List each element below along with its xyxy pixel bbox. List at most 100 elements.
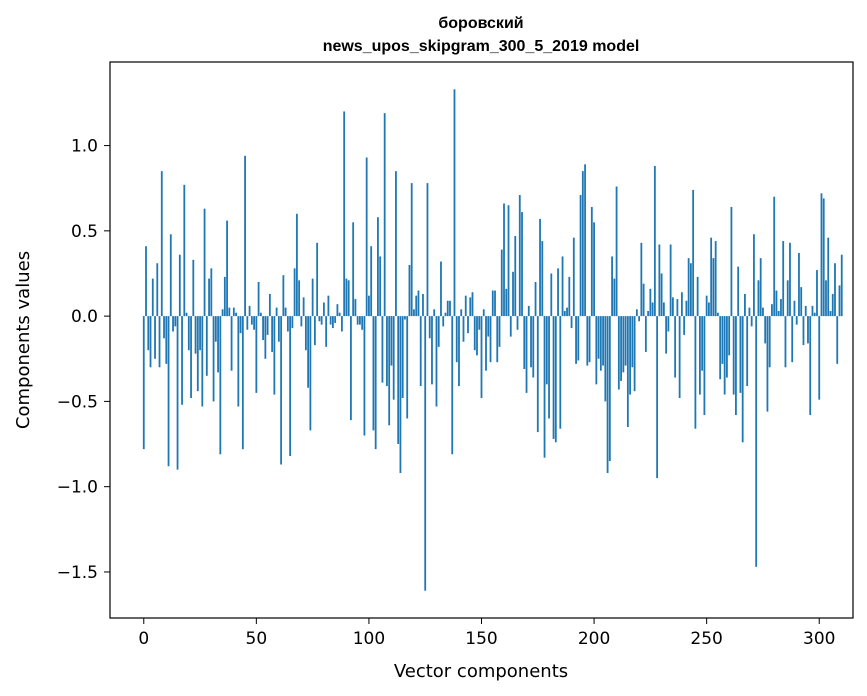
bar-48 [250,316,253,325]
bar-117 [406,316,409,419]
bar-21 [190,316,192,398]
bar-217 [631,316,634,368]
bar-194 [579,195,582,317]
bar-199 [590,206,593,317]
bar-139 [455,316,458,363]
bar-174 [534,282,537,317]
bar-40 [232,307,235,317]
bar-23 [194,316,197,354]
bar-121 [415,295,418,317]
bar-130 [435,316,438,407]
bar-253 [712,258,715,317]
bar-111 [392,316,395,400]
bar-179 [545,316,548,385]
bar-290 [795,316,798,325]
bar-146 [471,292,474,317]
bar-258 [723,316,726,395]
bar-105 [379,256,382,317]
bar-271 [753,234,755,317]
bar-291 [798,253,800,317]
bar-241 [685,300,688,317]
bar-286 [786,280,789,317]
bar-119 [410,183,413,317]
bar-167 [518,195,521,317]
chart-subtitle: news_upos_skipgram_300_5_2019 model [323,38,640,55]
bar-137 [451,316,454,455]
x-axis-label: Vector components [394,661,568,682]
bar-216 [629,316,631,395]
bar-114 [399,316,402,474]
bar-259 [726,316,728,378]
bar-170 [525,316,528,393]
bar-71 [302,297,305,317]
bar-275 [762,307,764,317]
x-tick-label: 200 [578,629,610,649]
bar-273 [757,280,760,317]
bar-11 [167,316,170,467]
bar-201 [595,316,598,385]
bar-57 [271,316,274,352]
bar-103 [374,316,377,450]
bar-197 [586,316,589,366]
bar-303 [825,280,827,317]
bar-49 [253,316,255,330]
bar-277 [766,316,769,412]
bar-series [142,89,843,591]
bar-118 [408,264,411,317]
bar-285 [784,316,787,368]
bar-267 [744,293,746,317]
bar-246 [696,276,699,317]
bar-3 [149,316,152,368]
bar-35 [221,309,224,317]
bar-164 [512,271,514,317]
bar-53 [262,316,264,340]
bar-29 [208,278,210,317]
bar-255 [717,312,719,317]
bar-13 [172,316,174,332]
bar-106 [381,316,384,383]
bar-97 [361,316,364,330]
bar-10 [165,316,168,364]
bar-142 [462,316,465,342]
bar-99 [365,157,368,317]
bar-211 [617,316,620,390]
bar-280 [773,196,776,317]
bar-165 [514,235,517,317]
bar-296 [809,316,812,416]
plot-frame [109,61,854,619]
y-tick-label: 1.0 [71,137,98,157]
bar-135 [446,300,449,317]
bar-233 [667,316,670,332]
bar-209 [613,278,616,317]
bar-204 [602,316,604,366]
bar-205 [604,316,607,402]
bar-107 [383,113,386,317]
bar-50 [255,316,258,393]
bar-39 [230,316,233,371]
bar-178 [543,316,546,458]
bar-257 [721,316,724,364]
bar-298 [813,312,816,317]
bar-153 [487,316,490,337]
bar-256 [719,316,722,380]
bar-84 [332,316,334,329]
bar-288 [791,316,794,363]
bar-148 [476,316,478,356]
bar-74 [309,316,312,431]
bar-157 [496,316,499,363]
bar-95 [356,316,359,325]
bar-104 [377,217,379,317]
x-axis-ticks: 0 50 100 150 200 250 300 [138,618,835,649]
bar-154 [489,316,492,363]
bar-36 [223,276,226,317]
bar-46 [246,316,249,330]
bar-38 [228,307,231,317]
bar-78 [318,316,321,322]
bar-0 [142,316,145,450]
bar-242 [687,258,690,317]
bar-221 [640,242,643,317]
bar-237 [676,299,679,317]
bar-76 [313,316,316,346]
bar-123 [419,316,422,387]
